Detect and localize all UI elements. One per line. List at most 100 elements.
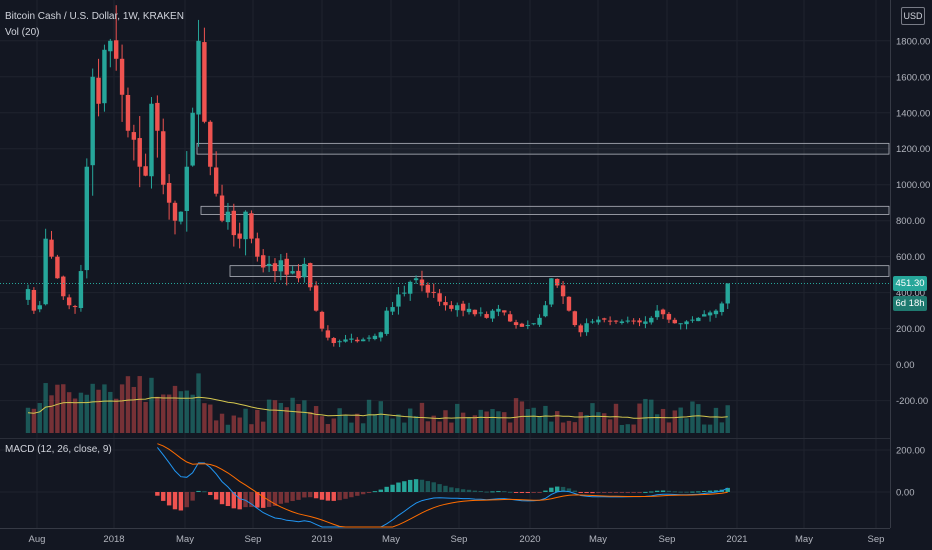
macd-histogram-bar (502, 491, 507, 493)
volume-bar (355, 413, 360, 433)
volume-bar (625, 424, 630, 433)
volume-bar (555, 411, 560, 433)
candle-body (331, 338, 336, 344)
candle-body (496, 308, 501, 312)
macd-histogram-bar (431, 482, 436, 492)
macd-histogram-bar (343, 492, 348, 499)
candle-body (531, 323, 536, 325)
macd-histogram-bar (507, 491, 513, 493)
volume-bar (325, 424, 331, 433)
volume-bar (360, 423, 366, 433)
macd-histogram-bar (549, 487, 554, 492)
price-tick-label: 1200.00 (896, 144, 930, 155)
macd-axis[interactable]: 200.00 0.00 (896, 446, 925, 499)
macd-histogram-bar (654, 490, 660, 492)
volume-bar (125, 376, 131, 433)
macd-histogram-bar (337, 492, 342, 501)
candle-body (460, 303, 466, 311)
candle-body (302, 263, 307, 278)
macd-histogram-bar (249, 492, 254, 508)
candle-body (178, 211, 184, 222)
time-tick-label: Sep (245, 534, 262, 545)
time-axis[interactable]: Aug 2018 May Sep 2019 May Sep 2020 May Sep 2021 May… (29, 534, 885, 545)
macd-histogram-bar (402, 481, 407, 492)
volume-bar (390, 418, 395, 433)
volume-bar (196, 373, 201, 433)
currency-button[interactable]: USD (901, 7, 925, 25)
candle-body (613, 320, 619, 322)
volume-bar (725, 405, 730, 433)
candle-body (631, 320, 636, 322)
volume-bar (519, 401, 525, 433)
candle-body (272, 263, 278, 272)
candle-body (372, 335, 378, 340)
candle-body (96, 77, 101, 104)
macd-legend[interactable]: MACD (12, 26, close, 9) (5, 444, 112, 455)
macd-histogram-bar (243, 492, 248, 508)
volume-bar (607, 419, 613, 433)
volume-bar (378, 401, 383, 433)
time-tick-label: 2020 (519, 534, 540, 545)
macd-histogram-bar (460, 489, 466, 492)
macd-histogram-bar (484, 491, 489, 493)
macd-histogram-bar (166, 492, 172, 506)
volume-bar (272, 400, 278, 433)
volume-bar (102, 384, 107, 433)
candle-body (237, 233, 242, 239)
volume-bar (72, 398, 78, 433)
volume-bar (108, 391, 113, 433)
candle-body (396, 294, 401, 307)
volume-legend[interactable]: Vol (20) (5, 27, 40, 38)
macd-histogram-bar (631, 492, 636, 493)
candle-body (137, 138, 142, 167)
macd-histogram-bar (666, 490, 672, 492)
volume-bar (484, 411, 489, 433)
candle-body (143, 166, 148, 176)
candle-body (90, 76, 95, 166)
candle-body (319, 311, 325, 329)
volume-bar (666, 422, 672, 433)
macd-histogram-bar (449, 487, 454, 492)
volume-bar (643, 398, 648, 433)
macd-histogram-bar (202, 491, 207, 493)
candle-body (290, 271, 295, 274)
macd-tick-label: 0.00 (896, 488, 915, 499)
volume-bar (161, 394, 166, 433)
macd-histogram-bar (419, 479, 425, 492)
volume-bar (513, 398, 519, 433)
volume-bar (190, 394, 195, 433)
volume-bar (25, 407, 31, 433)
macd-histogram-bar (596, 492, 601, 493)
macd-histogram-bar (566, 488, 572, 492)
candle-body (184, 166, 189, 211)
volume-bar (143, 401, 148, 433)
time-tick-label: 2019 (311, 534, 332, 545)
volume-bar (596, 412, 601, 433)
price-tick-label: 1400.00 (896, 108, 930, 119)
macd-histogram-bar (437, 484, 442, 492)
candle-body (325, 330, 331, 338)
volume-bar (631, 424, 636, 433)
volume-bar (443, 410, 448, 433)
volume-bar (255, 409, 260, 433)
macd-histogram-bar (696, 491, 701, 493)
macd-histogram-bar (408, 479, 413, 492)
resistance-zone (196, 142, 890, 155)
macd-histogram-bar (213, 492, 219, 500)
macd-histogram-bar (590, 492, 595, 494)
candle-body (119, 58, 125, 95)
macd-histogram-bar (678, 491, 683, 493)
candle-body (278, 260, 284, 272)
candle-body (707, 312, 713, 316)
volume-bar (349, 422, 354, 433)
macd-histogram-bar (684, 491, 689, 493)
volume-bar (672, 410, 677, 433)
volume-bar (266, 399, 272, 433)
volume-bar (578, 412, 583, 433)
symbol-title[interactable]: Bitcoin Cash / U.S. Dollar, 1W, KRAKEN (5, 11, 184, 22)
candle-body (360, 339, 366, 342)
price-axis[interactable]: 1800.00 1600.00 1400.00 1200.00 1000.00 800.0… (896, 36, 930, 407)
volume-bar (184, 390, 189, 433)
resistance-zone (229, 265, 890, 277)
